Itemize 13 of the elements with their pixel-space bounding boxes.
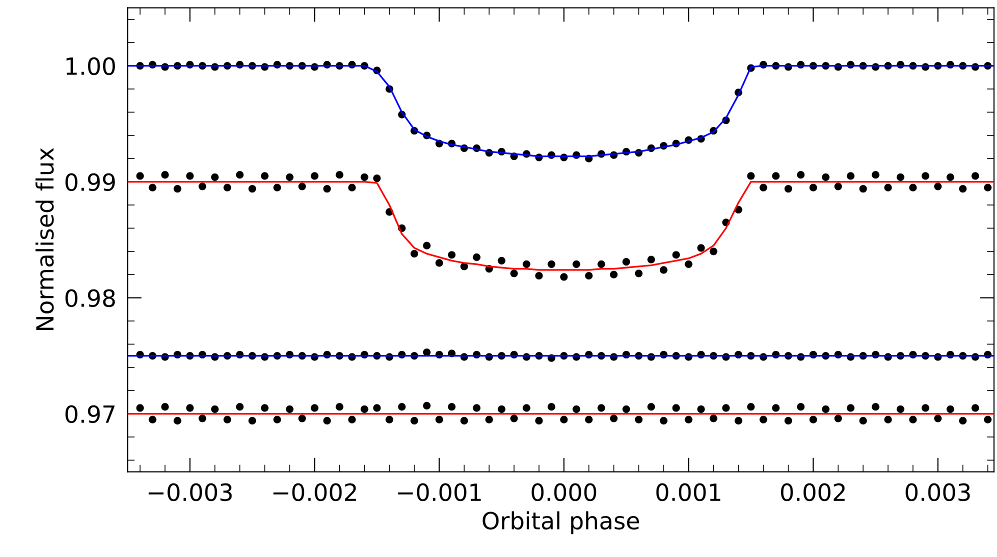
y-tick-label: 0.97: [65, 405, 114, 424]
y-tick-label: 0.99: [65, 173, 115, 192]
x-tick-label: 0.002: [781, 483, 845, 502]
y-tick-label: 0.98: [65, 289, 115, 308]
x-tick-label: −0.001: [398, 483, 481, 502]
x-tick-label: 0.000: [532, 483, 596, 502]
x-tick-label: 0.001: [656, 483, 720, 502]
x-tick-label: −0.003: [148, 483, 232, 502]
x-tick-label: −0.002: [273, 483, 356, 502]
x-tick-label: 0.003: [906, 483, 970, 502]
x-axis-title: Orbital phase: [482, 511, 639, 534]
y-axis-title: Normalised flux: [36, 148, 54, 330]
y-tick-label: 1.00: [66, 57, 115, 76]
